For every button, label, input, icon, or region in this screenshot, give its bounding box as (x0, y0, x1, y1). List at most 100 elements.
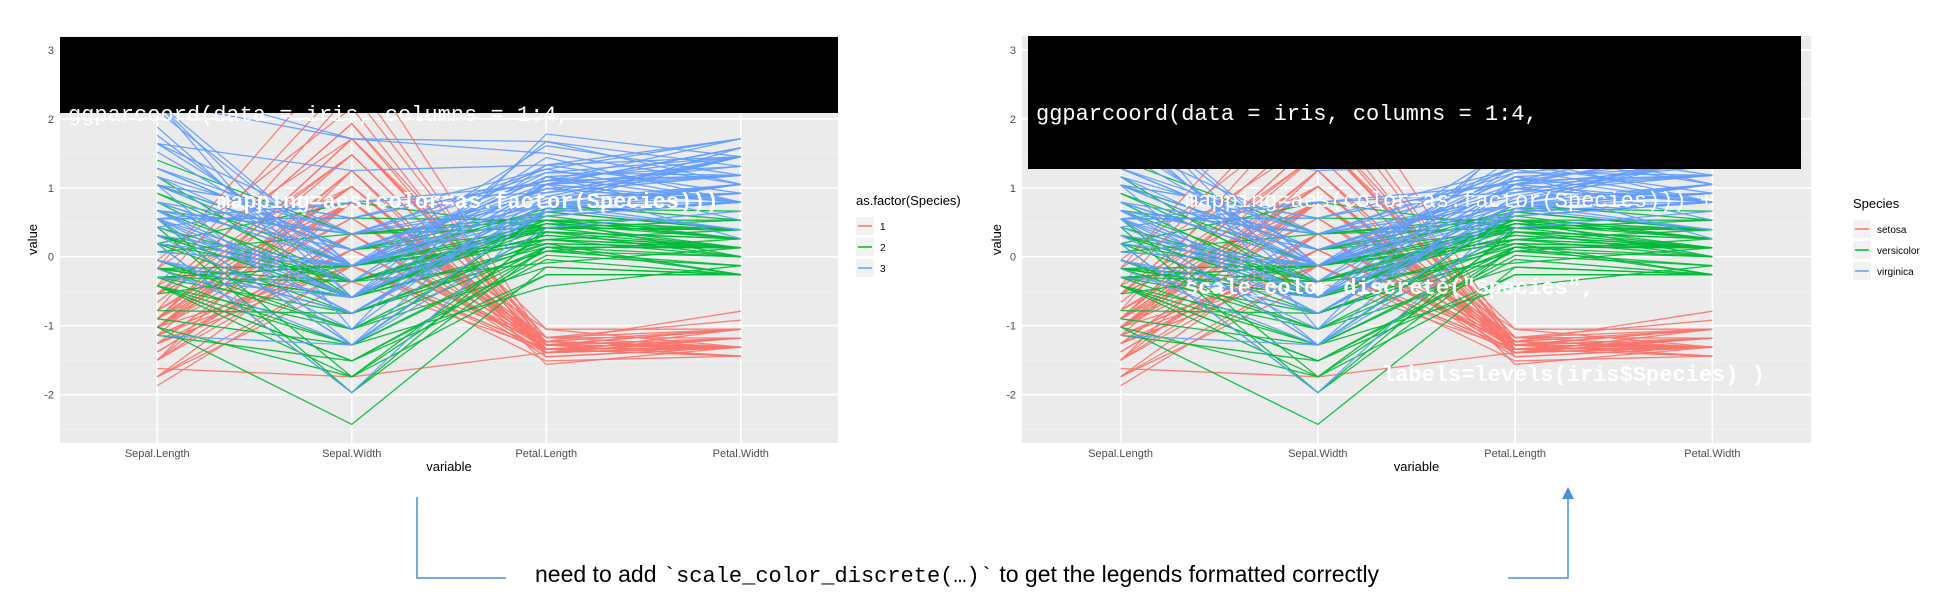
series-line (1120, 264, 1713, 387)
series-line (156, 176, 741, 346)
legend-title: as.factor(Species) (856, 193, 961, 208)
legend-label: setosa (1877, 225, 1907, 236)
y-axis-title: value (989, 224, 1004, 255)
series-line (157, 192, 741, 314)
series-line (1120, 156, 1713, 228)
y-tick-label: 3 (1010, 45, 1016, 57)
left-code-line-2: mapping=aes(color=as.factor(Species))) (217, 190, 719, 215)
series-line (1120, 337, 1713, 378)
series-line (1120, 187, 1713, 251)
y-tick-label: -2 (44, 390, 54, 402)
y-tick-label: 3 (48, 45, 54, 57)
left-code-box: ggparcoord(data = iris, columns = 1:4, m… (60, 37, 838, 215)
series-line (1120, 201, 1713, 267)
caption-after: to get the legends formatted correctly (992, 561, 1380, 587)
series-line (1120, 227, 1713, 295)
y-tick-label: 2 (1010, 114, 1016, 126)
series-line (156, 126, 741, 299)
series-line (1120, 274, 1713, 378)
right-chart-panel: -2 -1 0 1 2 3 Sepal.Length Sepal.Width Petal.Len… (979, 0, 1958, 490)
x-tick-label: Petal.Length (515, 448, 577, 460)
series-line (1120, 207, 1713, 394)
series-line (157, 201, 741, 267)
x-tick-label: Sepal.Length (1088, 448, 1153, 460)
y-tick-label: 0 (1010, 252, 1016, 264)
right-code-box: ggparcoord(data = iris, columns = 1:4, m… (1028, 36, 1801, 388)
left-connector-line (416, 497, 506, 579)
series-line (1120, 233, 1713, 378)
caption: need to add `scale_color_discrete(…)` to… (535, 561, 1379, 589)
series-line (157, 156, 741, 235)
series-line (157, 266, 741, 330)
series-line (157, 143, 741, 235)
series-line (1120, 266, 1713, 330)
y-tick-label: 0 (48, 252, 54, 264)
x-tick-label: Sepal.Width (1288, 448, 1347, 460)
series-line (157, 238, 741, 270)
series-line (1120, 143, 1713, 235)
series-line (1120, 201, 1713, 267)
series-line (157, 337, 741, 378)
x-tick-label: Sepal.Width (322, 448, 381, 460)
series-line (1120, 203, 1713, 299)
series-line (1120, 153, 1713, 348)
legend-label: 2 (880, 243, 886, 254)
series-line (157, 183, 741, 267)
series-line (157, 101, 741, 168)
legend-label: 1 (880, 222, 886, 233)
x-axis-title: variable (426, 459, 472, 474)
legend-label: virginica (1877, 267, 1914, 278)
y-tick-label: 1 (48, 183, 54, 195)
right-code-line-1: ggparcoord(data = iris, columns = 1:4, (1036, 102, 1538, 127)
series-line (157, 203, 741, 299)
series-line (157, 201, 741, 267)
y-tick-label: -1 (1006, 321, 1016, 333)
series-line (1120, 217, 1713, 350)
series-group (156, 84, 741, 394)
series-line (157, 156, 741, 228)
series-line (1120, 183, 1713, 267)
series-line (156, 101, 741, 267)
series-line (157, 258, 741, 362)
series-line (157, 147, 741, 251)
series-line (1120, 156, 1713, 251)
right-connector-line (1508, 498, 1569, 579)
series-line (1120, 238, 1713, 270)
y-tick-label: -1 (44, 321, 54, 333)
series-line (1120, 201, 1713, 267)
series-line (157, 265, 741, 346)
series-line (156, 153, 741, 348)
legend-label: versicolor (1877, 246, 1920, 257)
series-line (157, 201, 741, 267)
series-line (157, 274, 741, 378)
series-line (1120, 185, 1713, 343)
x-tick-label: Petal.Width (713, 448, 769, 460)
series-line (157, 156, 741, 251)
series-line (1120, 192, 1713, 346)
x-axis-title: variable (1394, 459, 1440, 474)
series-line (1120, 265, 1713, 346)
series-line (157, 187, 741, 251)
right-code-line-2: mapping=aes(color=as.factor(Species))) + (1185, 189, 1714, 214)
series-line (156, 192, 741, 346)
series-line (157, 138, 741, 219)
y-tick-label: 1 (1010, 183, 1016, 195)
series-line (1120, 218, 1713, 378)
arrow-head-icon (1562, 487, 1574, 499)
legend-title: Species (1853, 196, 1900, 211)
left-chart-panel: -2 -1 0 1 2 3 Sepal.Length Sepal.Width Petal.Len… (0, 0, 979, 490)
right-code-line-4: labels=levels(iris$Species) ) (1382, 363, 1765, 388)
series-line (1120, 192, 1713, 314)
right-code-line-3: scale_color_discrete("Species", (1185, 276, 1595, 301)
series-line (156, 217, 741, 350)
series-line (1120, 176, 1713, 346)
series-line (157, 227, 741, 295)
caption-code: `scale_color_discrete(…)` (662, 564, 993, 589)
x-tick-label: Petal.Width (1684, 448, 1740, 460)
x-tick-label: Petal.Length (1484, 448, 1546, 460)
y-tick-label: -2 (1006, 390, 1016, 402)
legend-label: 3 (880, 264, 886, 275)
series-line (1120, 126, 1713, 299)
caption-before: need to add (535, 561, 663, 587)
